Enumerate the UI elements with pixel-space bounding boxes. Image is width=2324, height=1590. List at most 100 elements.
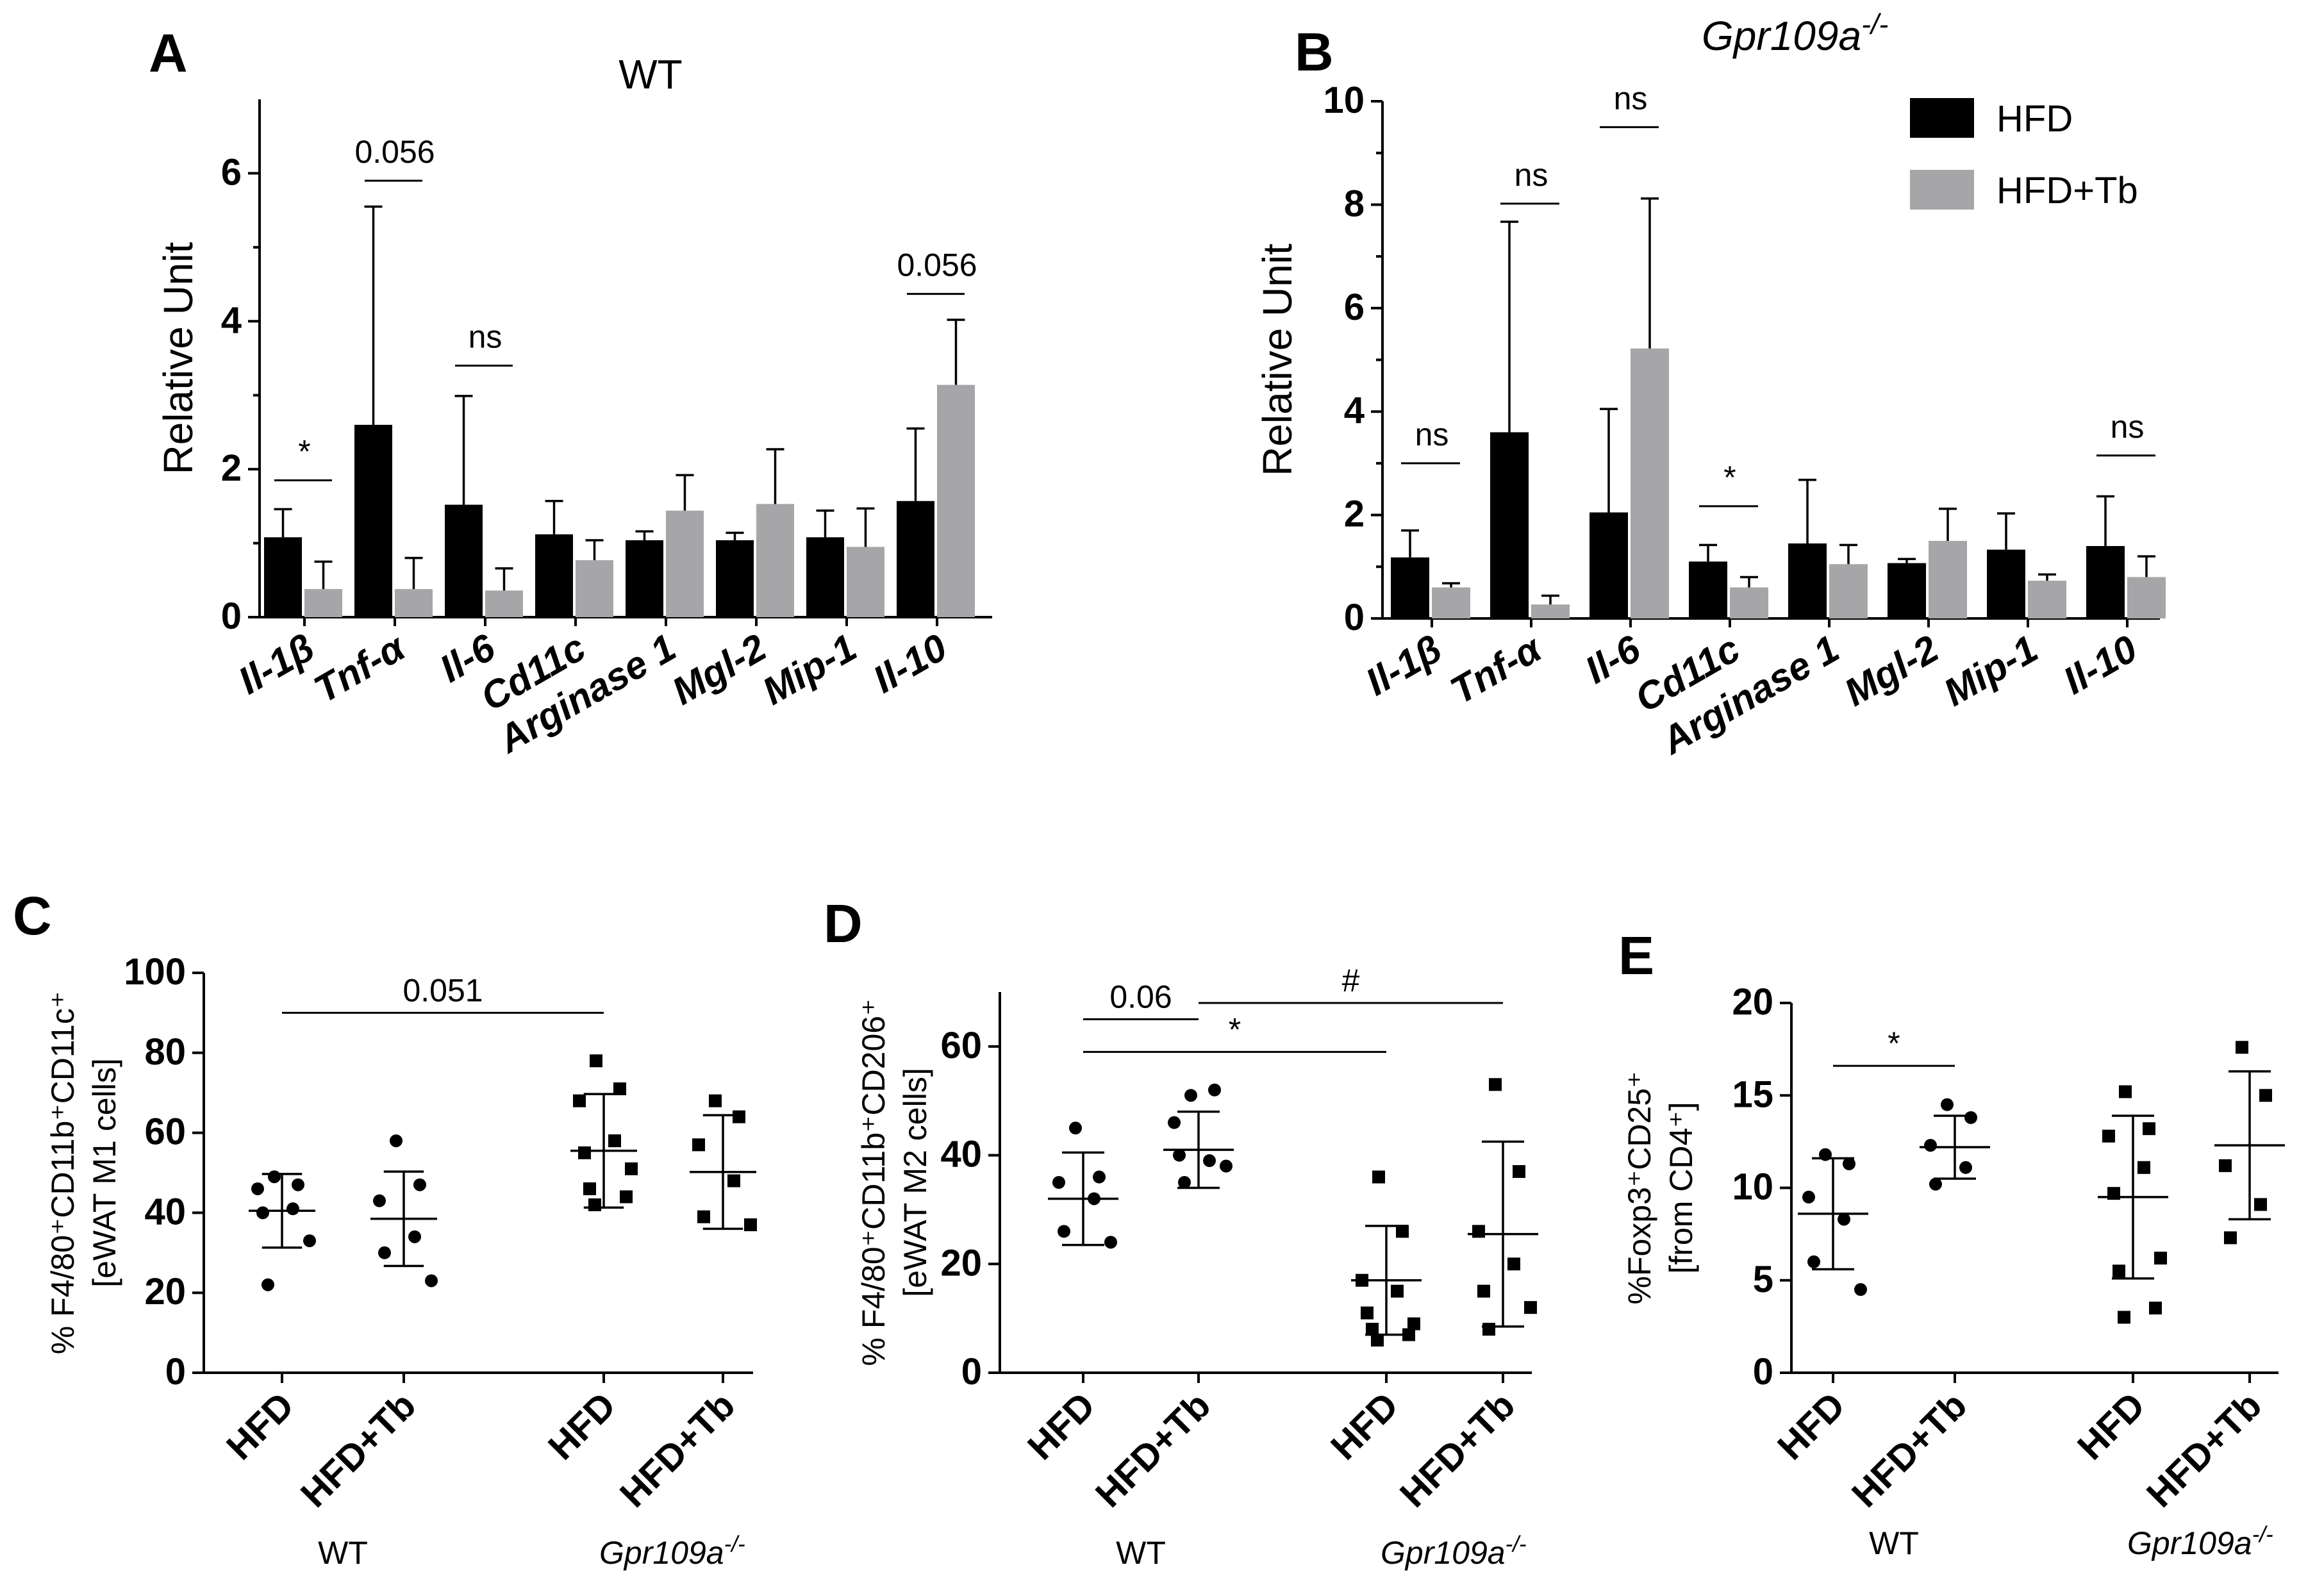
bar: [897, 501, 934, 617]
data-point: [1838, 1213, 1850, 1226]
bar: [1391, 557, 1429, 618]
data-point: [268, 1170, 281, 1184]
group-label-base: Gpr109a: [2127, 1525, 2252, 1561]
data-point: [1104, 1236, 1117, 1249]
data-point: [1941, 1098, 1954, 1111]
x-tick-label: Mgl-2: [665, 625, 773, 713]
significance-label: #: [1342, 963, 1360, 998]
x-tick-label: Mip-1: [1936, 627, 2045, 714]
group-label-base: Gpr109a: [599, 1535, 724, 1571]
data-point: [1178, 1176, 1191, 1189]
significance-label: *: [1723, 460, 1736, 495]
bar: [1987, 549, 2025, 618]
panel-letter-d: D: [824, 893, 863, 954]
y-tick-label: 0: [961, 1351, 982, 1393]
y-axis-label-sub: [from CD4⁺]: [1663, 1102, 1699, 1273]
data-point: [608, 1134, 621, 1148]
data-point: [588, 1198, 601, 1211]
group-label: Gpr109a-/-: [1381, 1532, 1527, 1571]
bar: [1829, 564, 1868, 618]
significance-label: 0.056: [897, 247, 977, 283]
bar: [576, 560, 613, 617]
y-tick-label: 60: [144, 1111, 186, 1153]
data-point: [408, 1230, 421, 1243]
data-point: [1093, 1170, 1106, 1184]
y-tick-label: 0: [165, 1351, 186, 1393]
bar: [847, 547, 884, 617]
y-tick-label: 15: [1732, 1073, 1773, 1115]
chart-title: WT: [618, 51, 683, 97]
legend-label: HFD: [1996, 98, 2073, 140]
group-label-sup: -/-: [1506, 1532, 1527, 1557]
bar: [304, 589, 342, 617]
data-point: [303, 1234, 316, 1248]
data-point: [1807, 1255, 1820, 1268]
data-point: [373, 1194, 386, 1207]
bar: [1888, 563, 1926, 618]
data-point: [1477, 1284, 1490, 1298]
data-point: [1843, 1157, 1855, 1170]
data-point: [2137, 1161, 2150, 1174]
significance-label: 0.06: [1109, 979, 1172, 1014]
group-label: WT: [1869, 1525, 1919, 1561]
data-point: [1372, 1170, 1385, 1184]
y-tick-label: 8: [1344, 183, 1365, 224]
bar: [1730, 587, 1768, 618]
bar: [1589, 512, 1628, 618]
bar: [716, 540, 754, 617]
x-tick-label: Mgl-2: [1837, 627, 1945, 714]
y-tick-label: 6: [1344, 286, 1365, 328]
data-point: [2149, 1302, 2162, 1315]
panel-letter-b: B: [1295, 22, 1334, 82]
y-tick-label: 40: [940, 1134, 982, 1175]
y-axis-label: %Foxp3⁺CD25⁺: [1622, 1071, 1657, 1304]
data-point: [390, 1134, 403, 1148]
bar: [1432, 587, 1470, 618]
data-point: [744, 1218, 757, 1232]
data-point: [251, 1182, 264, 1195]
panel-letter-a: A: [149, 23, 188, 83]
legend-label: HFD+Tb: [1996, 170, 2138, 211]
x-tick-label: Il-1β: [1359, 627, 1449, 704]
bar: [2086, 546, 2125, 618]
data-point: [2219, 1159, 2232, 1172]
significance-label: *: [1888, 1025, 1900, 1061]
data-point: [692, 1138, 705, 1152]
bar: [806, 537, 844, 617]
significance-label: *: [298, 433, 310, 469]
data-point: [1173, 1148, 1186, 1162]
x-tick-label: HFD+Tb: [1088, 1384, 1218, 1515]
data-point: [1203, 1154, 1216, 1168]
data-point: [709, 1094, 722, 1107]
y-tick-label: 100: [124, 951, 186, 993]
y-tick-label: 4: [221, 299, 242, 341]
data-point: [1402, 1328, 1415, 1341]
y-tick-label: 60: [940, 1025, 982, 1066]
y-tick-label: 2: [1344, 493, 1365, 535]
x-tick-label: Mip-1: [755, 625, 863, 713]
x-tick-label: Il-10: [2056, 627, 2144, 702]
data-point: [425, 1274, 438, 1288]
bar: [1929, 540, 1967, 618]
significance-label: *: [1229, 1011, 1241, 1047]
data-point: [1168, 1116, 1181, 1129]
group-label: WT: [1116, 1535, 1166, 1571]
significance-label: ns: [1614, 80, 1648, 116]
data-point: [578, 1146, 591, 1159]
x-tick-label: HFD: [540, 1384, 624, 1468]
group-label: Gpr109a-/-: [599, 1532, 745, 1571]
y-axis-label: Relative Unit: [155, 242, 201, 474]
bar: [1689, 561, 1727, 618]
y-tick-label: 80: [144, 1031, 186, 1073]
data-point: [2254, 1198, 2267, 1211]
legend-swatch: [1910, 170, 1974, 210]
group-label-sup: -/-: [2252, 1522, 2273, 1547]
group-label-base: Gpr109a: [1381, 1535, 1506, 1571]
panel-letter-e: E: [1618, 925, 1654, 986]
data-point: [413, 1178, 426, 1191]
x-tick-label: Il-1β: [231, 625, 322, 702]
data-point: [2118, 1311, 2130, 1324]
data-point: [261, 1278, 274, 1291]
data-point: [292, 1178, 304, 1191]
data-point: [620, 1190, 633, 1204]
